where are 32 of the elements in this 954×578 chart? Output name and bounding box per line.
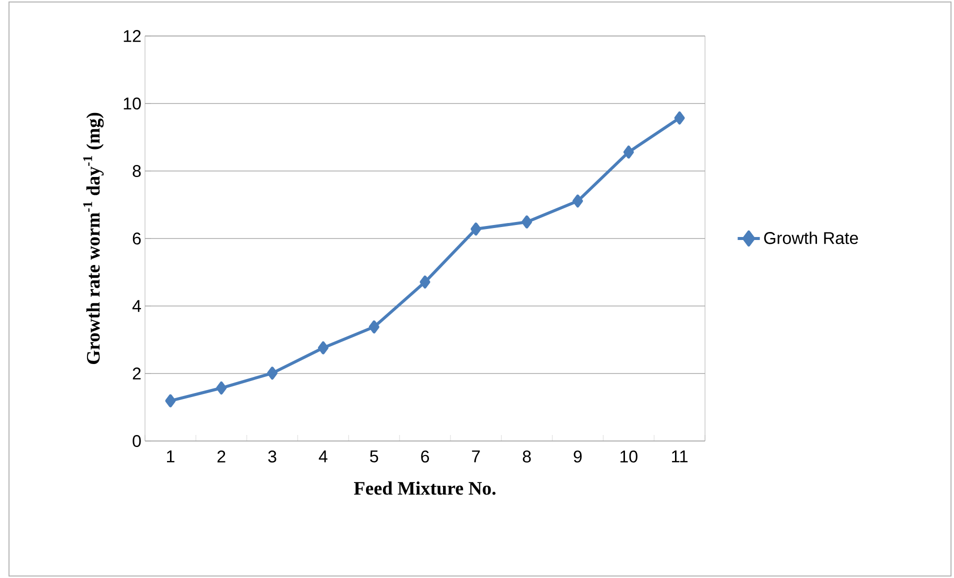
y-tick-label: 4 [132, 300, 141, 312]
y-tick-label: 10 [124, 97, 141, 110]
y-tick-label: 2 [132, 368, 141, 380]
y-tick-label: 0 [132, 434, 141, 448]
point [572, 194, 583, 208]
point [623, 146, 634, 159]
legend-label: Growth Rate [764, 232, 858, 244]
x-tick-label: 6 [421, 450, 429, 463]
x-tick-label: 4 [318, 450, 328, 462]
point [368, 320, 380, 334]
point [318, 341, 328, 354]
x-tick-label: 8 [522, 450, 531, 463]
point [165, 394, 176, 408]
x-tick-label: 10 [620, 450, 638, 463]
x-tick-label: 5 [370, 450, 378, 462]
point [470, 222, 482, 236]
y-tick-label: 8 [132, 164, 141, 178]
x-tick-label: 9 [574, 450, 582, 463]
x-tick-label: 7 [472, 450, 480, 462]
y-tick-label: 12 [124, 30, 141, 42]
point [267, 366, 278, 380]
x-axis-title: Feed Mixture No. [354, 481, 496, 495]
x-tick-label: 3 [268, 450, 276, 463]
point [522, 215, 532, 228]
point [674, 112, 685, 125]
point [216, 382, 227, 395]
x-tick-label: 11 [672, 450, 688, 462]
x-tick-label: 2 [217, 450, 226, 462]
y-axis-title: Growth rate worm$^{-1}$ day$^{-1}$ (mg) [83, 112, 104, 364]
y-tick-label: 6 [132, 232, 141, 245]
point [420, 276, 430, 289]
x-tick-label: 1 [167, 450, 174, 462]
